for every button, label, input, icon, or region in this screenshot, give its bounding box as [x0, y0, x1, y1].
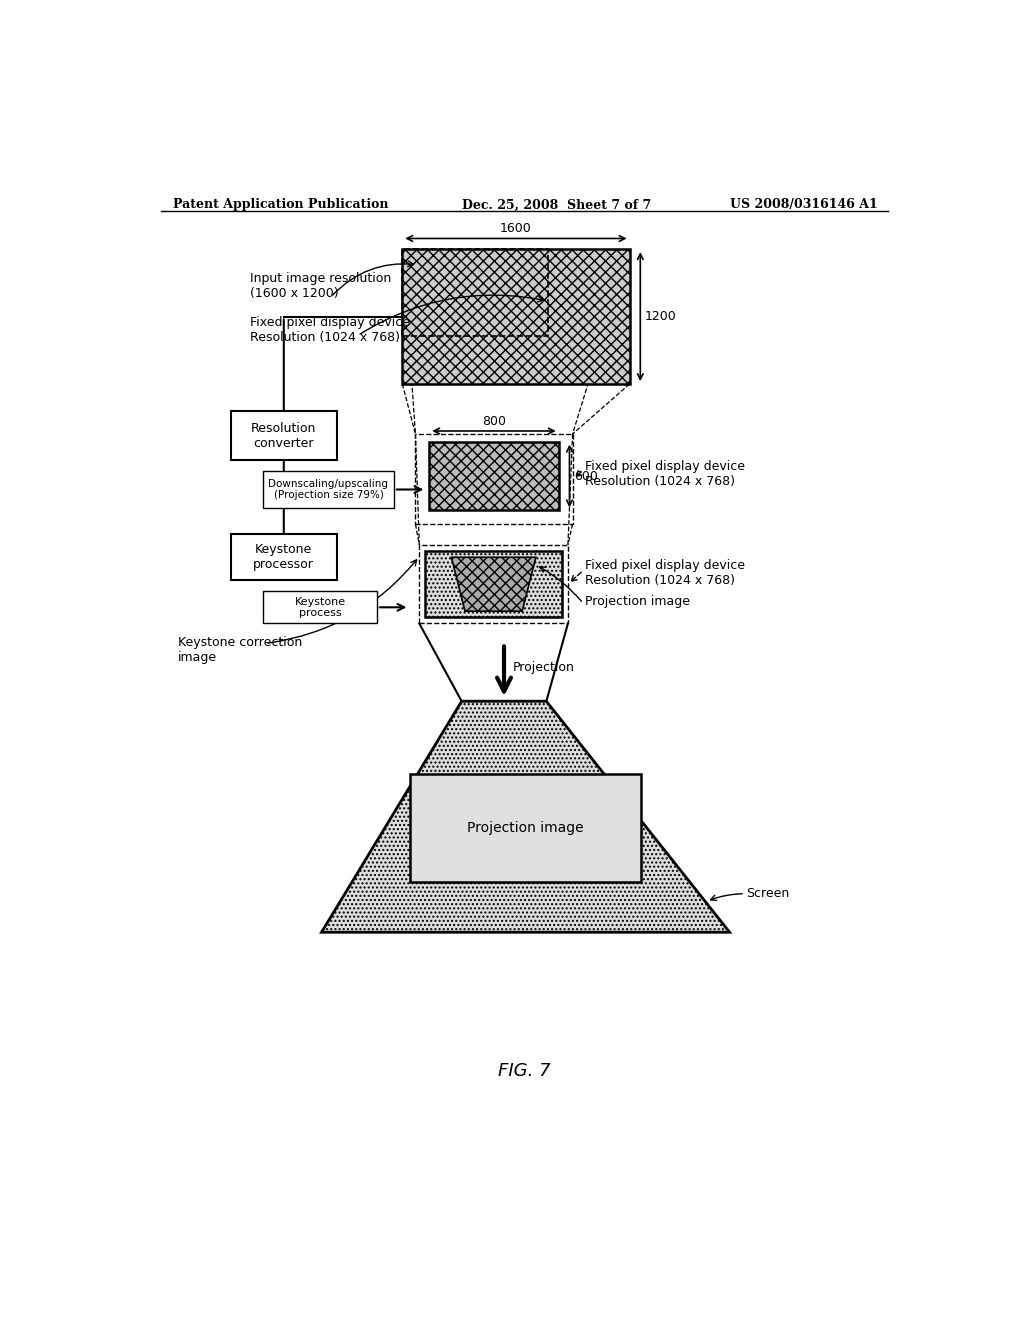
Bar	[263, 471, 394, 508]
Text: Patent Application Publication: Patent Application Publication	[173, 198, 388, 211]
Text: 800: 800	[482, 414, 506, 428]
Bar	[402, 249, 630, 384]
Text: Resolution
converter: Resolution converter	[251, 421, 316, 450]
Bar	[416, 434, 572, 524]
Text: Projection image: Projection image	[585, 595, 690, 609]
Text: FIG. 7: FIG. 7	[499, 1061, 551, 1080]
Text: Fixed pixel display device
Resolution (1024 x 768): Fixed pixel display device Resolution (1…	[250, 317, 410, 345]
Text: 1600: 1600	[500, 222, 531, 235]
Text: Keystone
processor: Keystone processor	[253, 544, 314, 572]
Text: Dec. 25, 2008  Sheet 7 of 7: Dec. 25, 2008 Sheet 7 of 7	[462, 198, 651, 211]
Text: Keystone correction
image: Keystone correction image	[178, 636, 302, 664]
Bar	[419, 545, 568, 623]
Polygon shape	[452, 557, 536, 611]
Text: Projection image: Projection image	[467, 821, 584, 836]
Text: Fixed pixel display device
Resolution (1024 x 768): Fixed pixel display device Resolution (1…	[585, 461, 744, 488]
Bar	[425, 552, 562, 618]
Text: US 2008/0316146 A1: US 2008/0316146 A1	[730, 198, 878, 211]
Text: Screen: Screen	[746, 887, 790, 900]
Bar	[410, 775, 641, 882]
Polygon shape	[322, 701, 730, 932]
Text: Input image resolution
(1600 x 1200): Input image resolution (1600 x 1200)	[250, 272, 391, 300]
Text: Downscaling/upscaling
(Projection size 79%): Downscaling/upscaling (Projection size 7…	[268, 479, 388, 500]
Text: Keystone
process: Keystone process	[295, 597, 345, 618]
Bar	[429, 442, 559, 511]
Text: 600: 600	[574, 470, 598, 483]
Text: Projection: Projection	[513, 661, 575, 675]
Bar	[263, 591, 377, 623]
Text: Fixed pixel display device
Resolution (1024 x 768): Fixed pixel display device Resolution (1…	[585, 558, 744, 587]
Text: 1200: 1200	[645, 310, 677, 323]
Bar	[402, 249, 548, 335]
Bar	[230, 411, 337, 461]
Bar	[230, 535, 337, 581]
